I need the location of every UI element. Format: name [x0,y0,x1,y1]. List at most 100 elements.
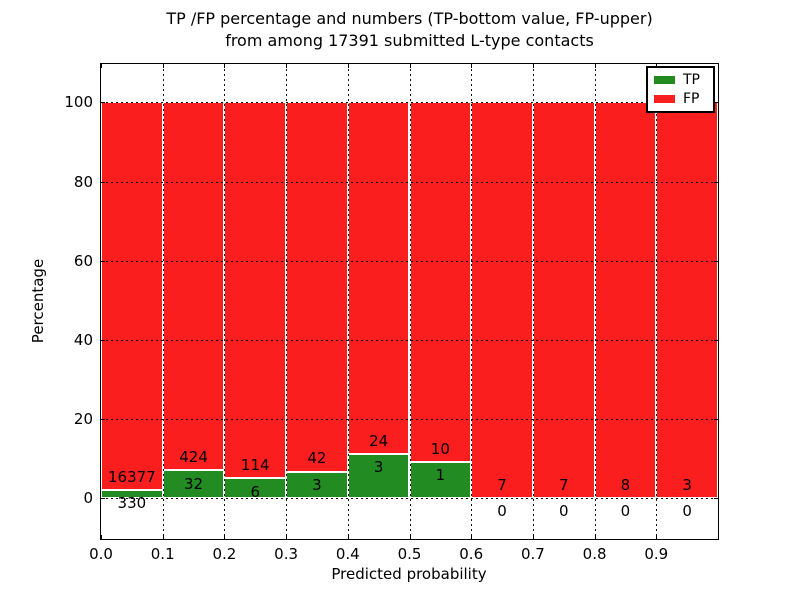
gridline-vertical [286,64,288,539]
x-tickmark [656,535,658,539]
y-tick-label: 80 [73,172,93,191]
y-tick-label: 20 [73,410,93,429]
y-tickmark [101,498,105,500]
y-tick-label: 60 [73,251,93,270]
y-tickmark-right [714,419,718,421]
x-tick-label: 0.9 [644,545,669,563]
fp-color-swatch [654,95,675,104]
bar-segment-tp [162,470,225,499]
x-tick-label: 0.0 [89,545,113,563]
x-tick-label: 0.2 [212,545,237,563]
x-tickmark [594,535,596,539]
gridline-vertical [656,64,658,539]
x-axis-label: Predicted probability [331,565,487,583]
x-tickmark-top [347,64,349,68]
fp-count-label: 114 [240,455,270,474]
x-tickmark [471,535,473,539]
x-tickmark [101,535,102,539]
gridline-vertical [347,64,349,539]
x-tickmark [409,535,411,539]
bar-segment-tp [101,490,163,499]
bar-segment-fp [347,102,410,455]
bar-segment-fp [224,102,287,479]
legend: TP FP [646,66,715,113]
bar-segment-fp [656,102,718,499]
tp-count-label: 0 [682,502,692,521]
x-tickmark-top [471,64,473,68]
plot-area: 16377 330 424 32 114 6 42 3 24 3 10 1 7 0 7 0 8 0 3 0 [100,63,719,540]
x-tickmark-top [162,64,164,68]
legend-label-tp: TP [683,71,700,88]
y-tickmark [101,260,105,262]
x-tick-label: 0.1 [150,545,175,563]
fp-count-label: 7 [497,475,507,494]
y-tickmark-right [714,181,718,183]
tp-count-label: 3 [312,475,322,494]
tp-count-label: 330 [117,494,147,513]
x-tickmark [286,535,288,539]
legend-label-fp: FP [683,91,700,108]
gridline-vertical [224,64,226,539]
bar-segment-fp [409,102,472,463]
y-tickmark [101,419,105,421]
x-tick-label: 0.8 [582,545,607,563]
x-tickmark-top [532,64,534,68]
y-tick-label: 40 [73,330,93,349]
y-tick-label: 0 [83,489,93,508]
y-tickmark-right [714,339,718,341]
tp-color-swatch [654,75,675,84]
x-tick-label: 0.3 [274,545,299,563]
gridline-vertical [409,64,411,539]
x-tick-label: 0.5 [397,545,422,563]
x-tickmark [532,535,534,539]
tp-count-label: 0 [497,502,507,521]
x-tick-label: 0.6 [459,545,484,563]
x-tickmark-top [101,64,102,68]
y-tickmark-right [714,260,718,262]
bar-segment-fp [532,102,595,499]
bar-segment-fp [286,102,348,472]
y-tickmark-right [714,102,718,104]
x-tickmark-top [224,64,226,68]
chart-title: TP /FP percentage and numbers (TP-bottom… [100,8,719,52]
tp-count-label: 3 [373,458,384,477]
fp-count-label: 7 [558,475,569,494]
x-tickmark-top [594,64,596,68]
tp-count-label: 6 [250,482,261,501]
chart-title-line1: TP /FP percentage and numbers (TP-bottom… [166,9,653,28]
tp-count-label: 1 [435,466,446,485]
x-tickmark [347,535,349,539]
bar-segment-fp [101,102,163,491]
x-tick-label: 0.4 [335,545,360,563]
gridline-vertical [471,64,473,539]
fp-count-label: 424 [179,447,208,466]
y-tickmark [101,181,105,183]
fp-count-label: 16377 [107,467,156,486]
y-tickmark-right [714,498,718,500]
x-tickmark-top [286,64,288,68]
gridline-vertical [532,64,534,539]
chart-title-line2: from among 17391 submitted L-type contac… [225,31,594,50]
tp-count-label: 32 [184,474,204,493]
bar-segment-fp [162,102,225,471]
bar-segment-fp [471,102,533,499]
y-tickmark [101,339,105,341]
fp-count-label: 8 [620,475,631,494]
fp-count-label: 3 [682,475,692,494]
bar-segment-tp [286,471,348,499]
tp-count-label: 0 [620,502,631,521]
y-tickmark [101,102,105,104]
x-tickmark [162,535,164,539]
legend-item-fp: FP [654,92,707,106]
fp-count-label: 24 [369,431,389,450]
gridline-vertical [594,64,596,539]
y-axis-label: Percentage [29,258,47,344]
x-tick-label: 0.7 [520,545,545,563]
y-tick-label: 100 [64,93,93,112]
x-tickmark-top [409,64,411,68]
x-tickmark [224,535,226,539]
tp-count-label: 0 [558,502,569,521]
bar-segment-fp [594,102,657,499]
fp-count-label: 10 [430,439,450,458]
